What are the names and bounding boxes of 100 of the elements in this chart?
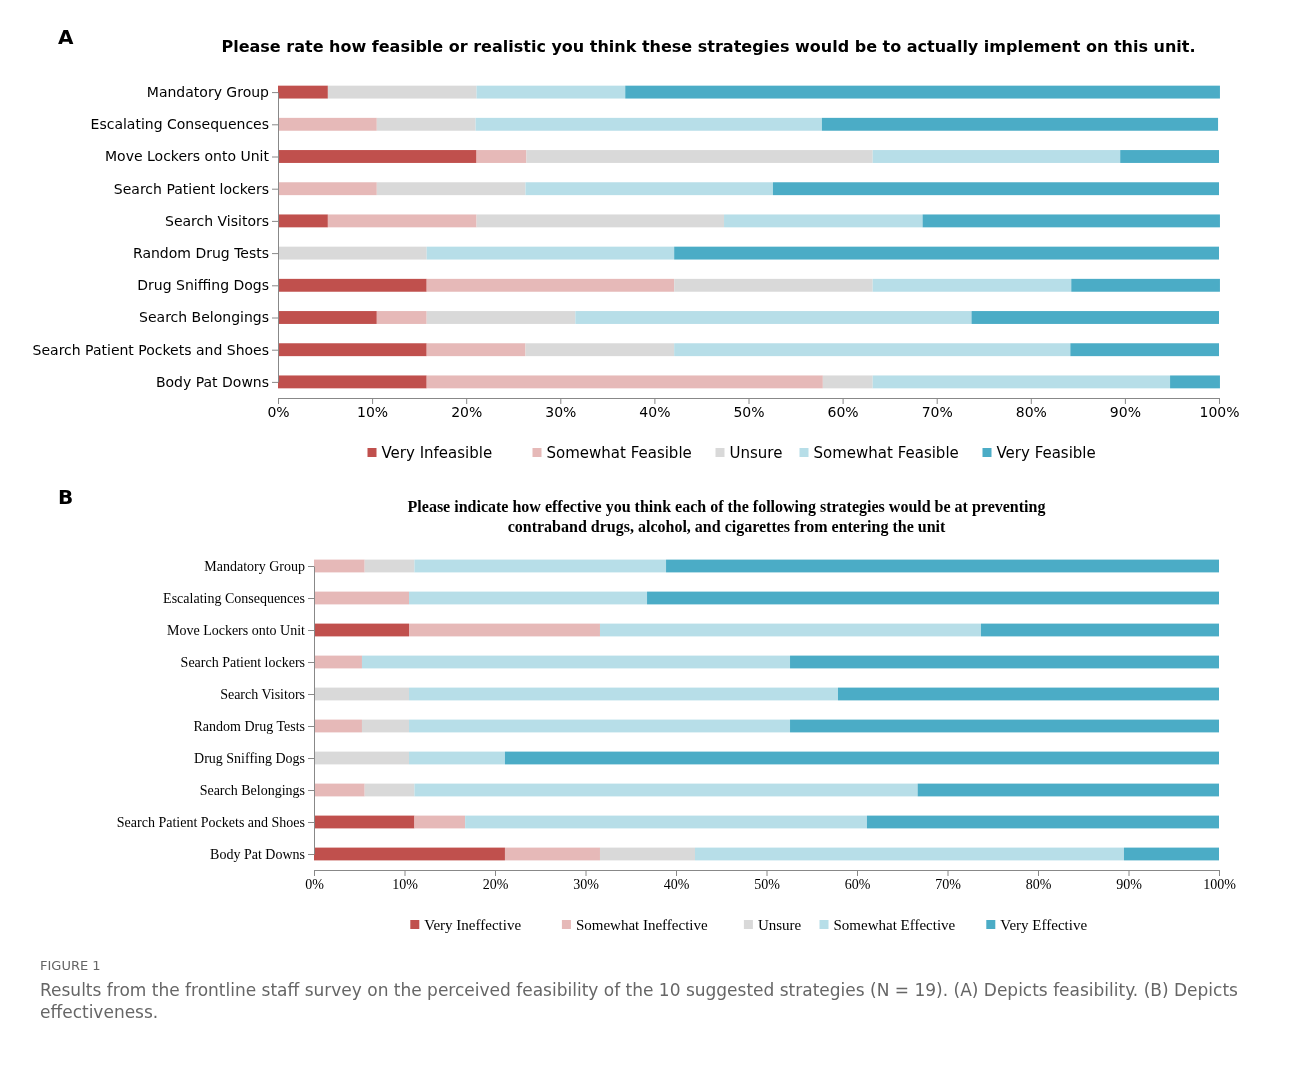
bar bbox=[314, 559, 365, 573]
y-tick-label: Move Lockers onto Unit bbox=[166, 622, 306, 638]
bar bbox=[476, 214, 725, 228]
bar bbox=[674, 246, 1219, 260]
bar bbox=[376, 117, 476, 131]
chart-title: Please indicate how effective you think each of the following strategies would be at preventing contraband drugs, alcohol, and cigarettes from entering the unit bbox=[407, 498, 1046, 536]
bar bbox=[866, 815, 1219, 829]
x-tick-label: 50% bbox=[754, 876, 781, 892]
legend-label: Somewhat Feasible bbox=[546, 444, 692, 462]
y-tick-label: Search Visitors bbox=[220, 686, 305, 702]
x-tick-label: 70% bbox=[935, 876, 962, 892]
bar bbox=[376, 182, 526, 196]
bar bbox=[314, 655, 362, 669]
bar bbox=[409, 719, 791, 733]
bar bbox=[1071, 278, 1220, 292]
bar bbox=[361, 655, 791, 669]
y-tick-label: Mandatory Group bbox=[146, 84, 270, 101]
bar bbox=[971, 311, 1219, 324]
bar bbox=[599, 847, 696, 861]
bar bbox=[980, 623, 1219, 637]
bar bbox=[361, 719, 410, 733]
bar bbox=[475, 117, 822, 131]
bar bbox=[414, 559, 667, 573]
bar bbox=[409, 591, 648, 605]
bar bbox=[426, 343, 526, 357]
bar bbox=[278, 150, 477, 163]
bar bbox=[409, 751, 505, 765]
x-tick-label: 40% bbox=[639, 403, 671, 420]
bar bbox=[872, 278, 1072, 292]
y-tick-label: Drug Sniffing Dogs bbox=[194, 750, 305, 766]
y-tick-label: Search Patient lockers bbox=[113, 180, 269, 197]
bar bbox=[278, 278, 427, 292]
bar bbox=[314, 815, 415, 829]
y-tick-label: Search Patient lockers bbox=[180, 654, 305, 670]
y-tick-label: Escalating Consequences bbox=[90, 116, 269, 133]
y-tick-label: Mandatory Group bbox=[204, 558, 305, 574]
y-tick-label: Random Drug Tests bbox=[193, 718, 305, 734]
x-tick-label: 60% bbox=[844, 876, 871, 892]
x-tick-label: 20% bbox=[482, 876, 509, 892]
bar bbox=[724, 214, 923, 228]
bar bbox=[504, 847, 600, 861]
bar bbox=[790, 719, 1219, 733]
bar bbox=[426, 278, 675, 292]
y-tick-label: Move Lockers onto Unit bbox=[105, 148, 270, 165]
x-tick-label: 90% bbox=[1109, 403, 1141, 420]
x-tick-label: 90% bbox=[1116, 876, 1143, 892]
bar bbox=[525, 343, 675, 357]
bar bbox=[364, 559, 415, 573]
text: A bbox=[58, 25, 74, 49]
bar bbox=[314, 687, 410, 701]
bar bbox=[822, 375, 873, 389]
bar bbox=[647, 591, 1219, 605]
bar bbox=[1123, 847, 1219, 861]
y-tick-label: Drug Sniffing Dogs bbox=[137, 277, 269, 294]
chart-title: Please rate how feasible or realistic you think these strategies would be to actually implement on this unit. bbox=[221, 37, 1196, 56]
bar bbox=[666, 559, 1219, 573]
x-tick-label: 100% bbox=[1199, 403, 1240, 420]
legend-label: Unsure bbox=[729, 444, 783, 462]
bar bbox=[790, 655, 1219, 669]
bar bbox=[409, 623, 600, 637]
legend-label: Very Ineffective bbox=[424, 917, 522, 933]
y-tick-label: Escalating Consequences bbox=[163, 590, 305, 606]
bar bbox=[917, 783, 1219, 797]
text: Results from the frontline staff survey on the perceived feasibility of the 10 suggested strategies (N = 19). (A) Depicts feasibility. (B) Depicts effectiveness. bbox=[40, 980, 1239, 1022]
bar bbox=[465, 815, 867, 829]
bar bbox=[922, 214, 1220, 228]
bar bbox=[1170, 375, 1220, 389]
legend-label: Very Feasible bbox=[996, 444, 1096, 462]
bar bbox=[314, 847, 505, 861]
x-tick-label: 30% bbox=[545, 403, 577, 420]
y-tick-label: Search Visitors bbox=[165, 212, 269, 229]
caption: FIGURE 1 bbox=[40, 958, 101, 973]
bar bbox=[526, 150, 873, 163]
bar bbox=[674, 343, 1071, 357]
x-tick-label: 20% bbox=[451, 403, 483, 420]
x-tick-label: 10% bbox=[357, 403, 389, 420]
bar bbox=[364, 783, 415, 797]
bar bbox=[872, 150, 1121, 163]
x-tick-label: 40% bbox=[663, 876, 690, 892]
bar bbox=[376, 311, 427, 324]
bar bbox=[278, 246, 427, 260]
bar bbox=[314, 783, 365, 797]
bar bbox=[838, 687, 1219, 701]
legend-label: Somewhat Effective bbox=[833, 917, 956, 933]
x-tick-label: 60% bbox=[827, 403, 859, 420]
bar bbox=[821, 117, 1219, 131]
x-tick-label: 100% bbox=[1203, 876, 1237, 892]
bar bbox=[872, 375, 1171, 389]
x-tick-label: 70% bbox=[921, 403, 953, 420]
bar bbox=[1120, 150, 1219, 163]
bar bbox=[278, 85, 328, 99]
bar bbox=[599, 623, 981, 637]
bar bbox=[278, 375, 427, 389]
bar bbox=[575, 311, 972, 324]
y-tick-label: Body Pat Downs bbox=[155, 373, 269, 390]
text: B bbox=[58, 485, 74, 509]
legend-label: Unsure bbox=[757, 917, 802, 933]
bar bbox=[278, 311, 377, 324]
x-tick-label: 0% bbox=[305, 876, 325, 892]
bar bbox=[426, 246, 675, 260]
